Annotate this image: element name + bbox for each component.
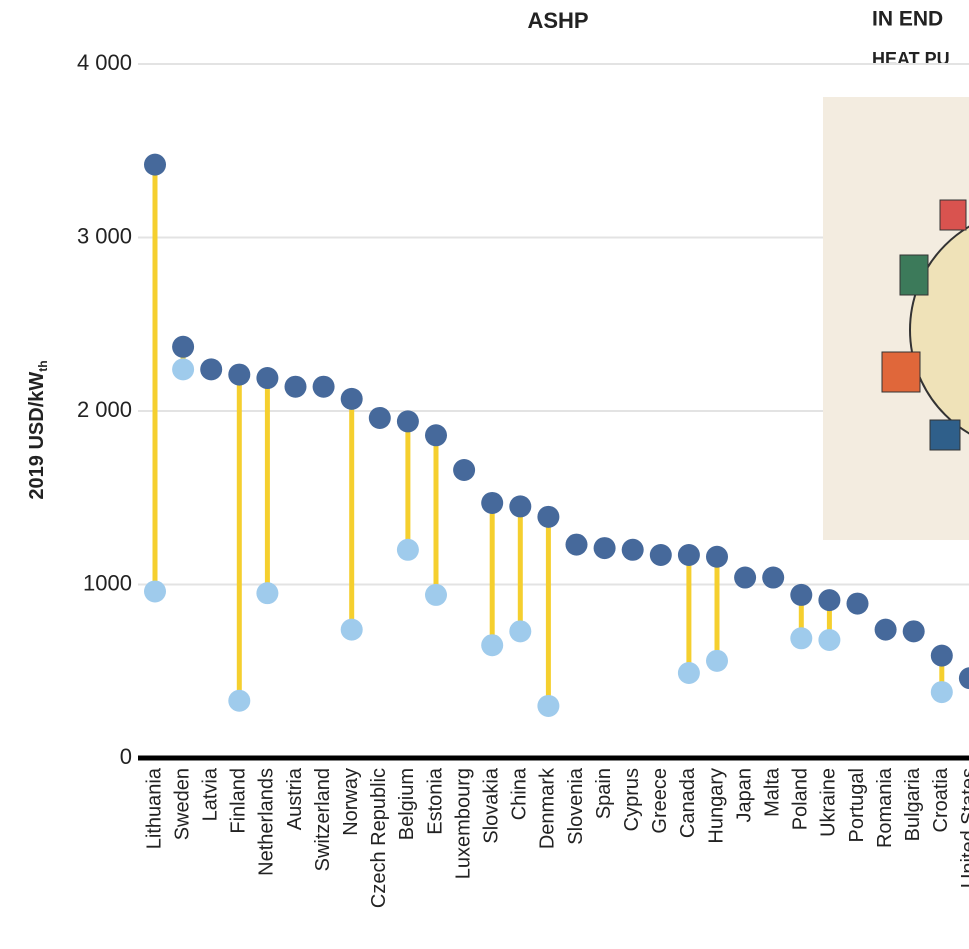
dot-high	[312, 375, 335, 398]
dot-high	[256, 367, 279, 390]
dot-high	[228, 363, 251, 386]
x-tick-label: Czech Republic	[368, 768, 390, 908]
dot-low	[481, 634, 504, 657]
dot-high	[790, 583, 813, 606]
dot-low	[537, 694, 560, 717]
dot-high	[340, 387, 363, 410]
dot-high	[874, 618, 897, 641]
dot-high	[677, 544, 700, 567]
x-tick-label: Ukraine	[818, 768, 840, 837]
dot-high	[762, 566, 785, 589]
dot-low	[228, 689, 251, 712]
x-tick-label: Croatia	[930, 767, 952, 832]
x-tick-label: Cyprus	[621, 768, 643, 831]
dot-low	[425, 583, 447, 606]
x-tick-label: Spain	[593, 768, 615, 819]
y-axis-label-main: 2019 USD/kW	[26, 372, 48, 500]
dot-high	[200, 358, 223, 381]
dot-high	[621, 538, 644, 561]
dot-high	[396, 410, 419, 433]
x-tick-label: Lithuania	[143, 767, 165, 849]
dot-low	[256, 582, 279, 605]
y-axis-label-sub: th	[36, 360, 50, 371]
dot-low	[706, 649, 728, 672]
y-tick-label: 0	[120, 744, 132, 769]
x-tick-label: Slovakia	[480, 767, 502, 843]
dot-low	[340, 618, 363, 641]
dot-high	[368, 406, 391, 429]
illustration	[823, 97, 969, 540]
x-tick-label: Malta	[761, 767, 783, 817]
dot-high	[706, 545, 728, 568]
x-tick-label: Latvia	[199, 767, 221, 821]
dot-high	[902, 620, 925, 643]
x-tick-label: Romania	[874, 767, 896, 848]
x-tick-label: Portugal	[846, 768, 868, 843]
dot-high	[958, 667, 969, 690]
x-tick-label: Greece	[649, 768, 671, 834]
y-axis-label: 2019 USD/kWth	[26, 360, 50, 499]
dot-low	[930, 681, 953, 704]
x-tick-label: Bulgaria	[902, 767, 924, 841]
dot-high	[649, 544, 672, 567]
x-tick-label: Luxembourg	[452, 768, 474, 879]
dot-low	[818, 629, 841, 652]
x-tick-label: Canada	[677, 767, 699, 838]
x-tick-label: Finland	[228, 768, 250, 834]
dot-high	[481, 491, 504, 514]
dot-high	[593, 537, 616, 560]
dot-high	[818, 589, 841, 612]
x-tick-label: United States	[958, 768, 969, 888]
dot-high	[846, 592, 869, 615]
x-tick-label: Switzerland	[312, 768, 334, 871]
dot-low	[172, 358, 195, 381]
dot-low	[790, 627, 813, 650]
x-tick-label: Hungary	[705, 768, 727, 844]
dot-high	[509, 495, 532, 518]
x-tick-label: China	[509, 767, 531, 820]
y-tick-label: 4 000	[77, 50, 132, 75]
x-tick-label: Poland	[790, 768, 812, 830]
dot-high	[453, 458, 476, 481]
y-tick-label: 3 000	[77, 223, 132, 248]
x-tick-label: Netherlands	[256, 768, 278, 876]
dot-low	[677, 661, 700, 684]
dot-high	[425, 424, 447, 447]
x-tick-label: Estonia	[424, 767, 446, 835]
dot-high	[284, 375, 307, 398]
dot-high	[537, 505, 560, 528]
marks: Lithuania Sweden Latvia Finland Netherlands A…	[143, 153, 969, 908]
dot-low	[144, 580, 166, 603]
panel-title: IN END	[872, 8, 943, 31]
chart-title: ASHP	[527, 8, 588, 33]
dot-high	[734, 566, 757, 589]
grid: 0 1000 2 000 3 000 4 000	[77, 50, 969, 769]
dot-high	[565, 533, 588, 556]
dot-low	[509, 620, 532, 643]
dot-high	[144, 153, 166, 176]
x-tick-label: Slovenia	[565, 767, 587, 845]
y-tick-label: 2 000	[77, 397, 132, 422]
panel-subtitle: HEAT PU	[872, 49, 950, 69]
x-tick-label: Austria	[284, 767, 306, 830]
x-tick-label: Norway	[340, 768, 362, 836]
x-tick-label: Sweden	[171, 768, 193, 840]
x-tick-label: Belgium	[396, 768, 418, 840]
x-tick-label: Denmark	[537, 767, 559, 849]
dot-high	[930, 644, 953, 667]
dot-high	[172, 335, 195, 358]
y-tick-label: 1000	[83, 570, 132, 595]
dot-low	[396, 538, 419, 561]
x-tick-label: Japan	[733, 768, 755, 823]
